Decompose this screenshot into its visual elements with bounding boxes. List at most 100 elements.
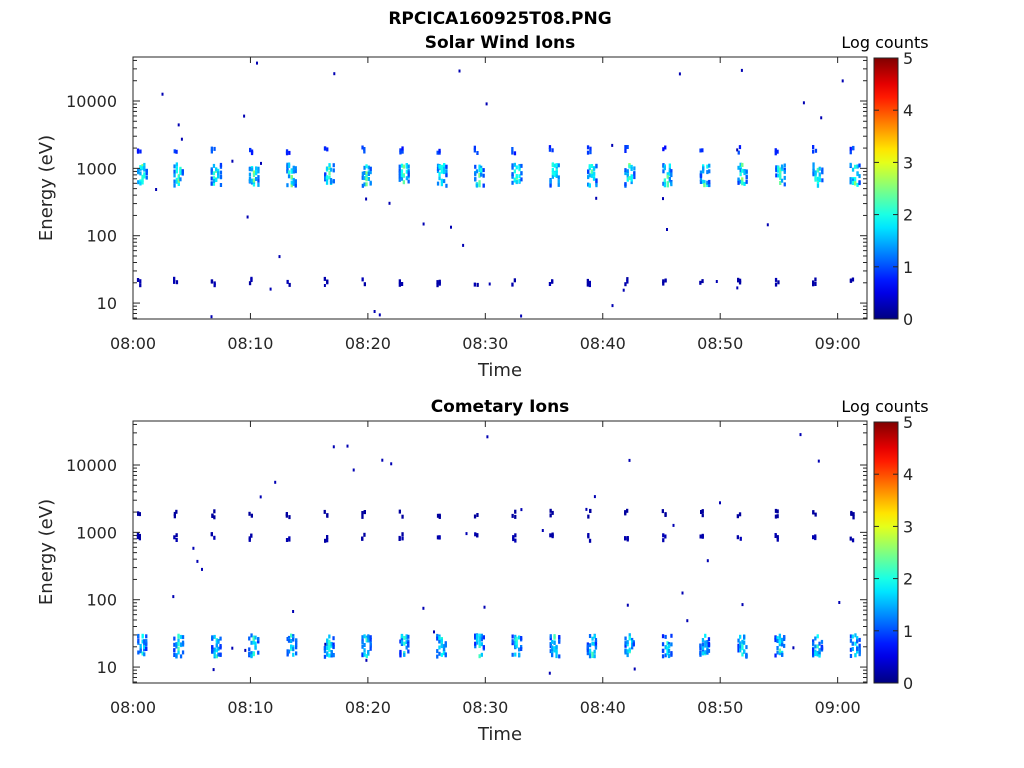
spectrogram-cell <box>181 650 185 655</box>
spectrogram-cell <box>215 654 218 659</box>
spectrogram-cell <box>363 634 366 639</box>
spectrogram-cell <box>252 640 255 645</box>
spectrogram-cell <box>703 180 706 185</box>
spectrogram-cell <box>741 652 744 657</box>
spectrogram-cell <box>436 280 439 285</box>
spectrogram-cell <box>706 164 709 169</box>
spectrogram-cell <box>520 508 523 512</box>
x-tick-label: 08:30 <box>462 334 508 353</box>
spectrogram-cell <box>257 182 260 187</box>
spectrogram-cell <box>361 644 364 649</box>
spectrogram-cell <box>323 276 326 281</box>
spectrogram-cell <box>856 646 859 651</box>
spectrogram-cell <box>287 649 291 654</box>
spectrogram-cell <box>373 310 376 313</box>
spectrogram-cell <box>630 177 633 182</box>
spectrogram-cell <box>363 176 366 181</box>
spectrogram-cell <box>215 167 218 172</box>
spectrogram-cell <box>252 173 256 178</box>
spectrogram-cell <box>812 168 815 173</box>
spectrogram-cell <box>175 162 178 167</box>
spectrogram-cells <box>136 433 861 675</box>
spectrogram-cell <box>626 603 629 607</box>
spectrogram-cell <box>139 643 142 648</box>
spectrogram-cell <box>179 171 182 176</box>
colorbar-label: Log counts <box>841 397 928 416</box>
spectrogram-cell <box>622 288 625 292</box>
spectrogram-cell <box>173 276 176 281</box>
spectrogram-cell <box>743 181 746 186</box>
spectrogram-cell <box>591 636 594 641</box>
spectrogram-cell <box>814 148 818 153</box>
spectrogram-cell <box>326 642 329 647</box>
spectrogram-cell <box>403 641 406 646</box>
spectrogram-cell <box>138 536 141 541</box>
spectrogram-cell <box>766 223 769 227</box>
spectrogram-cell <box>667 644 671 649</box>
spectrogram-cell <box>633 175 636 180</box>
spectrogram-cell <box>248 172 252 177</box>
spectrogram-cell <box>778 633 781 638</box>
spectrogram-cell <box>739 536 742 541</box>
spectrogram-cell <box>633 172 636 176</box>
spectrogram-cell <box>628 458 631 462</box>
spectrogram-cell <box>173 642 176 647</box>
colorbar-tick-label: 1 <box>903 258 913 277</box>
x-tick-label: 08:50 <box>697 698 743 717</box>
spectrogram-cell <box>352 468 355 472</box>
spectrogram-cell <box>739 644 742 649</box>
spectrogram-cell <box>438 645 441 650</box>
spectrogram-cell <box>143 642 146 647</box>
spectrogram-cell <box>480 652 483 657</box>
spectrogram-cell <box>812 651 815 656</box>
spectrogram-cell <box>686 619 689 623</box>
spectrogram-cell <box>398 509 401 514</box>
spectrogram-cell <box>512 535 515 540</box>
spectrogram-cell <box>398 537 401 541</box>
spectrogram-cell <box>433 630 435 634</box>
spectrogram-cell <box>138 533 141 538</box>
spectrogram-cell <box>145 642 148 647</box>
spectrogram-cell <box>486 435 489 439</box>
spectrogram-cell <box>558 654 561 659</box>
spectrogram-cell <box>252 652 255 657</box>
spectrogram-cell <box>587 175 590 180</box>
spectrogram-cell <box>478 183 481 188</box>
spectrogram-cell <box>255 177 258 181</box>
spectrogram-cell <box>626 642 629 647</box>
spectrogram-cell <box>212 171 216 176</box>
spectrogram-cell <box>818 650 821 655</box>
spectrogram-cell <box>252 636 255 641</box>
spectrogram-cell <box>473 145 476 150</box>
plot-frame <box>132 56 868 320</box>
spectrogram-cell <box>363 182 366 187</box>
spectrogram-cell <box>219 162 223 167</box>
spectrogram-cell <box>292 610 295 613</box>
spectrogram-cell <box>365 658 368 662</box>
spectrogram-cell <box>138 512 141 517</box>
spectrogram-cell <box>518 179 521 183</box>
spectrogram-cell <box>518 174 521 179</box>
spectrogram-cell <box>252 182 256 187</box>
spectrogram-cell <box>143 174 146 179</box>
spectrogram-cell <box>443 170 446 175</box>
spectrogram-cell <box>201 567 203 571</box>
spectrogram-cell <box>737 648 740 653</box>
spectrogram-cell <box>514 634 517 639</box>
spectrogram-cell <box>485 102 488 106</box>
spectrogram-cell <box>666 181 669 186</box>
spectrogram-cell <box>332 168 335 173</box>
spectrogram-cell <box>211 514 214 518</box>
spectrogram-cell <box>480 633 483 638</box>
spectrogram-cell <box>779 175 782 180</box>
spectrogram-cell <box>812 510 815 515</box>
spectrogram-cell <box>814 171 817 176</box>
spectrogram-cell <box>774 514 778 519</box>
spectrogram-cell <box>514 538 517 543</box>
spectrogram-cell <box>736 148 739 152</box>
spectrogram-cell <box>778 640 781 645</box>
spectrogram-cell <box>292 652 295 657</box>
spectrogram-cell <box>478 164 481 169</box>
spectrogram-cell <box>136 278 140 282</box>
spectrogram-cell <box>369 637 372 642</box>
